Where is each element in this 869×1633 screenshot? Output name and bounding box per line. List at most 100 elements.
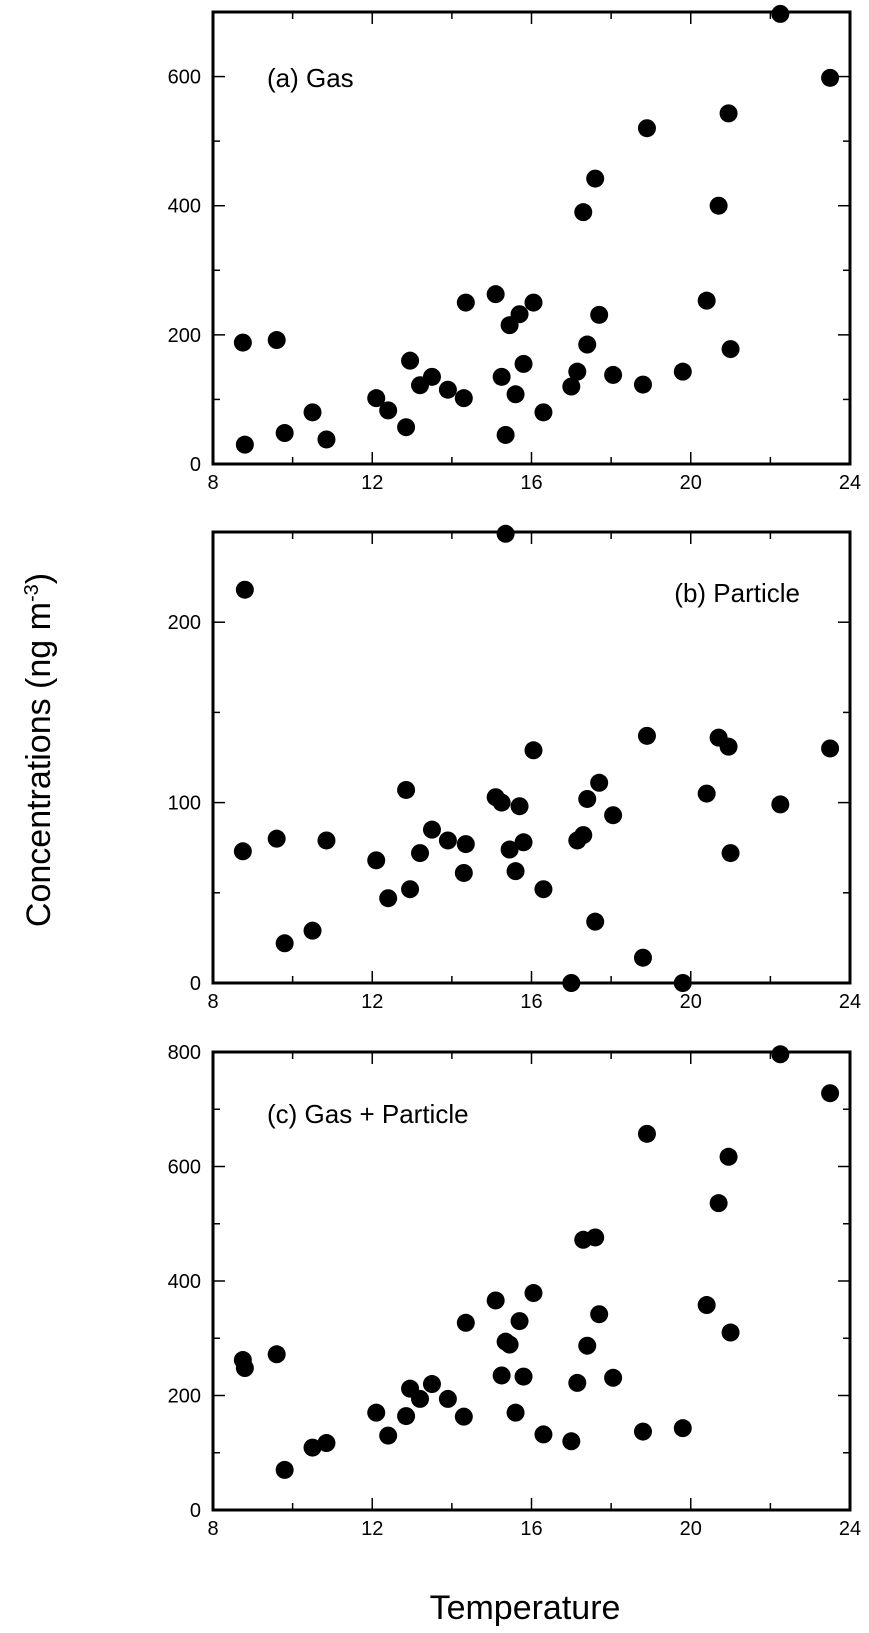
data-point	[507, 385, 525, 403]
data-point	[568, 1374, 586, 1392]
data-point	[578, 1337, 596, 1355]
data-point	[515, 833, 533, 851]
data-point	[590, 1305, 608, 1323]
data-point	[638, 119, 656, 137]
data-point	[722, 844, 740, 862]
data-point	[411, 1390, 429, 1408]
data-point	[604, 806, 622, 824]
data-point	[638, 1125, 656, 1143]
data-point	[457, 294, 475, 312]
data-point	[578, 336, 596, 354]
x-axis-title: Temperature	[430, 1589, 621, 1627]
data-point	[771, 1045, 789, 1063]
x-tick-label: 12	[361, 991, 383, 1013]
chart-panel-2: 8 12 16 20 24 0 100 200 (b) Particle	[168, 525, 862, 1013]
data-point	[604, 366, 622, 384]
data-point	[397, 781, 415, 799]
data-point	[439, 831, 457, 849]
x-tick-label: 20	[680, 472, 702, 494]
x-tick-label: 16	[520, 1518, 542, 1540]
data-point	[604, 1369, 622, 1387]
y-tick-label: 0	[190, 1500, 201, 1522]
y-axis-title-close: )	[20, 573, 58, 584]
data-point	[698, 292, 716, 310]
x-tick-label: 8	[207, 472, 218, 494]
data-point	[304, 922, 322, 940]
data-point	[511, 797, 529, 815]
y-tick-label: 200	[168, 612, 201, 634]
data-point	[722, 340, 740, 358]
data-point	[515, 1368, 533, 1386]
data-point	[379, 889, 397, 907]
y-axis-title: Concentrations (ng m-3)	[20, 573, 58, 927]
data-point	[268, 830, 286, 848]
data-point	[515, 355, 533, 373]
y-tick-label: 0	[190, 973, 201, 995]
data-point	[236, 436, 254, 454]
data-point	[634, 949, 652, 967]
data-point	[674, 974, 692, 992]
data-point	[720, 738, 738, 756]
data-point	[821, 739, 839, 757]
data-point	[524, 1284, 542, 1302]
data-point	[634, 376, 652, 394]
x-tick-label: 24	[839, 991, 861, 1013]
x-tick-label: 12	[361, 472, 383, 494]
data-point	[457, 835, 475, 853]
data-point	[586, 913, 604, 931]
data-point	[574, 826, 592, 844]
data-point	[457, 1314, 475, 1332]
data-point	[720, 1148, 738, 1166]
data-point	[268, 1345, 286, 1363]
data-point	[534, 403, 552, 421]
data-point	[401, 880, 419, 898]
y-tick-label: 600	[168, 1157, 201, 1179]
data-point	[411, 844, 429, 862]
x-tick-label: 8	[207, 991, 218, 1013]
data-point	[234, 334, 252, 352]
y-axis-title-superscript: -3	[21, 584, 43, 602]
data-point	[423, 368, 441, 386]
data-point	[276, 1461, 294, 1479]
data-point	[234, 842, 252, 860]
data-point	[439, 1390, 457, 1408]
data-point	[534, 1425, 552, 1443]
panel-title: (a) Gas	[267, 63, 354, 93]
data-point	[439, 381, 457, 399]
data-point	[236, 581, 254, 599]
x-tick-label: 16	[520, 991, 542, 1013]
data-point	[771, 5, 789, 23]
data-point	[821, 69, 839, 87]
chart-panel-1: 8 12 16 20 240200400600 (a) Gas	[168, 5, 862, 494]
data-point	[497, 525, 515, 543]
data-point	[497, 426, 515, 444]
data-point	[821, 1084, 839, 1102]
data-point	[423, 1375, 441, 1393]
data-point	[317, 430, 335, 448]
data-point	[401, 352, 419, 370]
x-tick-label: 24	[839, 472, 861, 494]
data-point	[276, 424, 294, 442]
data-point	[771, 795, 789, 813]
y-tick-label: 200	[168, 1386, 201, 1408]
x-tick-label: 24	[839, 1518, 861, 1540]
data-point	[487, 1291, 505, 1309]
data-point	[710, 1194, 728, 1212]
data-point	[276, 934, 294, 952]
data-point	[534, 880, 552, 898]
data-point	[590, 774, 608, 792]
data-point	[493, 794, 511, 812]
data-point	[397, 418, 415, 436]
data-point	[698, 1296, 716, 1314]
data-point	[379, 401, 397, 419]
data-point	[634, 1423, 652, 1441]
y-axis-title-main: Concentrations (ng m	[20, 602, 58, 927]
data-point	[524, 294, 542, 312]
data-point	[574, 203, 592, 221]
data-point	[397, 1407, 415, 1425]
data-point	[586, 170, 604, 188]
data-point	[507, 862, 525, 880]
data-point	[501, 1336, 519, 1354]
